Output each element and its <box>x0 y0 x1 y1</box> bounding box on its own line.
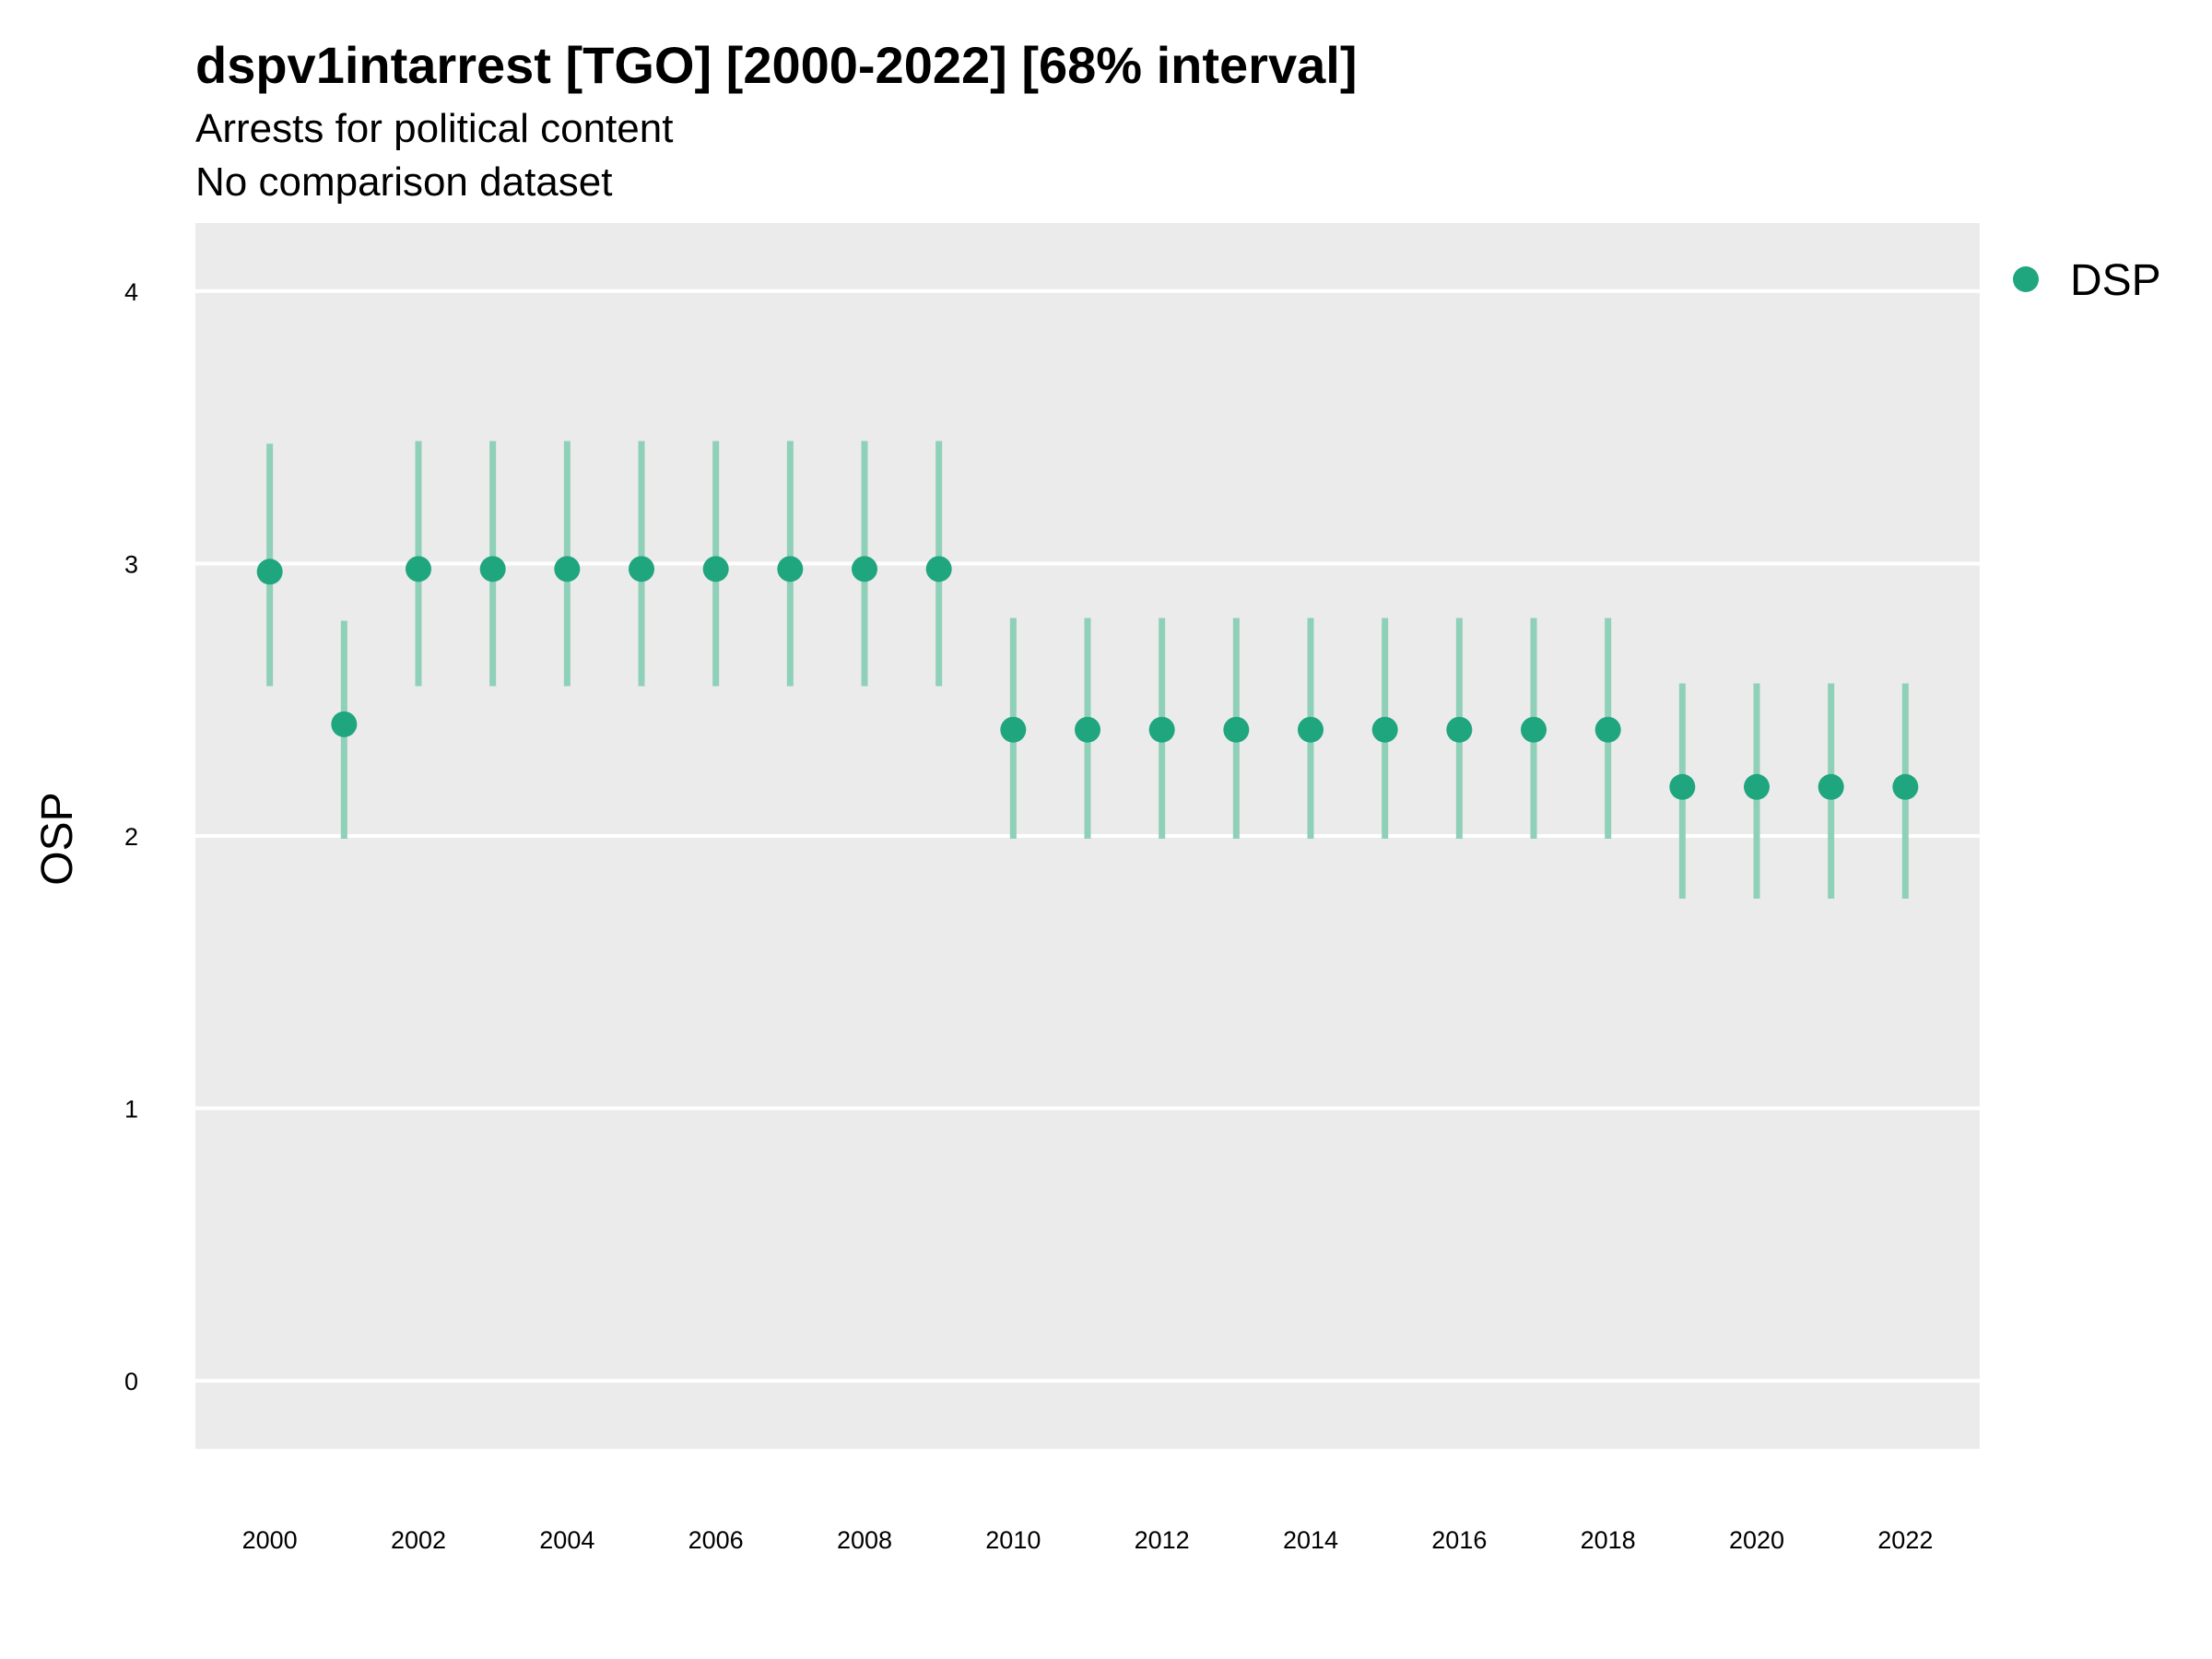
data-point <box>1148 716 1175 743</box>
chart-caption: No comparison dataset <box>195 159 613 205</box>
y-tick-label: 3 <box>124 550 138 578</box>
data-point <box>1000 716 1027 743</box>
data-point <box>1521 716 1547 743</box>
y-tick-label: 0 <box>124 1368 138 1395</box>
data-points <box>256 556 1919 800</box>
data-point <box>1669 773 1696 800</box>
data-point <box>479 556 506 582</box>
x-tick-label: 2012 <box>1135 1526 1190 1554</box>
x-tick-labels: 2000 2002 2004 2006 2008 2010 2012 2014 2016 2018… <box>242 1526 1934 1554</box>
chart-subtitle: Arrests for political content <box>195 106 674 151</box>
x-tick-label: 2008 <box>837 1526 892 1554</box>
y-tick-label: 1 <box>124 1096 138 1124</box>
x-tick-label: 2020 <box>1729 1526 1784 1554</box>
chart-title: dspv1intarrest [TGO] [2000-2022] [68% in… <box>195 36 1358 94</box>
legend-label-dsp: DSP <box>2070 256 2161 305</box>
data-point <box>1298 716 1324 743</box>
x-tick-label: 2014 <box>1283 1526 1338 1554</box>
data-point <box>852 556 877 582</box>
x-tick-label: 2006 <box>688 1526 744 1554</box>
data-point <box>629 556 654 582</box>
x-tick-label: 2022 <box>1877 1526 1933 1554</box>
data-point <box>777 556 804 582</box>
y-tick-label: 2 <box>124 823 138 851</box>
data-point <box>406 556 431 582</box>
data-point <box>1371 716 1398 743</box>
y-axis-title: OSP <box>33 792 82 885</box>
y-tick-label: 4 <box>124 278 138 306</box>
data-point <box>554 556 581 582</box>
data-point <box>256 559 283 585</box>
x-tick-label: 2016 <box>1431 1526 1487 1554</box>
x-tick-label: 2002 <box>391 1526 446 1554</box>
x-tick-label: 2010 <box>985 1526 1041 1554</box>
data-point <box>1446 716 1473 743</box>
data-point <box>331 711 358 737</box>
y-tick-labels: 0 1 2 3 4 <box>124 278 138 1395</box>
data-point <box>702 556 729 582</box>
data-point <box>1818 773 1844 800</box>
x-tick-label: 2004 <box>539 1526 594 1554</box>
legend-key-dsp <box>2013 266 2039 292</box>
data-point <box>1223 716 1250 743</box>
x-tick-label: 2000 <box>242 1526 298 1554</box>
x-tick-label: 2018 <box>1581 1526 1636 1554</box>
data-point <box>1744 773 1770 800</box>
data-point <box>1594 716 1621 743</box>
data-point <box>925 556 952 582</box>
data-point <box>1892 773 1919 800</box>
legend: DSP <box>2013 256 2161 305</box>
data-point <box>1075 716 1100 743</box>
